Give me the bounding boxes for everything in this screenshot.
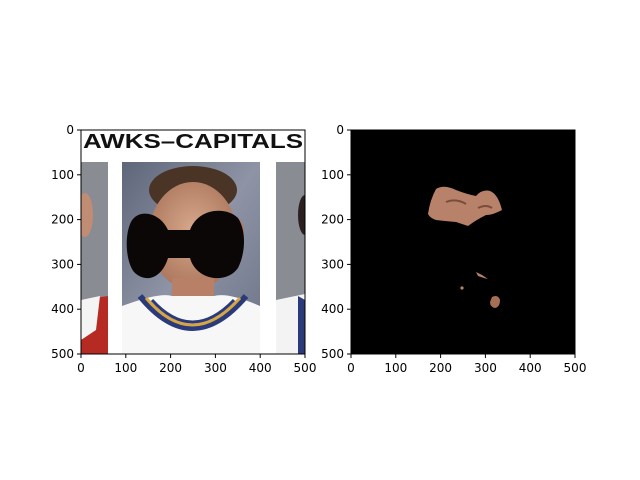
left-axes-frame — [80, 129, 306, 355]
left-ytick-label: 0 — [66, 123, 74, 137]
skin-speck — [460, 286, 464, 290]
left-xtick-label: 500 — [294, 361, 317, 375]
skin-speck — [490, 296, 500, 308]
left-xtick-label: 0 — [77, 361, 85, 375]
skin-speck — [476, 272, 488, 279]
right-ytick-label: 300 — [321, 257, 344, 271]
left-ytick-label: 200 — [51, 213, 74, 227]
right-ytick-label: 0 — [336, 123, 344, 137]
right-ytick-label: 200 — [321, 213, 344, 227]
left-xtick-label: 100 — [114, 361, 137, 375]
left-ytick-label: 100 — [51, 168, 74, 182]
right-xtick-label: 400 — [519, 361, 542, 375]
bow-tie-mask — [126, 210, 244, 279]
left-ytick-label: 300 — [51, 257, 74, 271]
right-xtick-label: 500 — [564, 361, 587, 375]
right-ytick-label: 500 — [321, 347, 344, 361]
right-xtick-label: 200 — [429, 361, 452, 375]
skin-region-forehead — [428, 186, 502, 226]
left-xtick-label: 200 — [159, 361, 182, 375]
right-xtick-label: 300 — [474, 361, 497, 375]
right-ytick-label: 400 — [321, 302, 344, 316]
left-xtick-label: 300 — [204, 361, 227, 375]
left-image-panel: AWKS–CAPITALS — [81, 130, 305, 354]
right-image-panel — [351, 130, 575, 354]
right-xtick-label: 0 — [347, 361, 355, 375]
banner-text: AWKS–CAPITALS — [83, 131, 303, 153]
right-axes-frame — [350, 129, 576, 355]
left-ytick-label: 400 — [51, 302, 74, 316]
right-ytick-label: 100 — [321, 168, 344, 182]
left-ytick-label: 500 — [51, 347, 74, 361]
left-xtick-label: 400 — [249, 361, 272, 375]
right-xtick-label: 100 — [384, 361, 407, 375]
